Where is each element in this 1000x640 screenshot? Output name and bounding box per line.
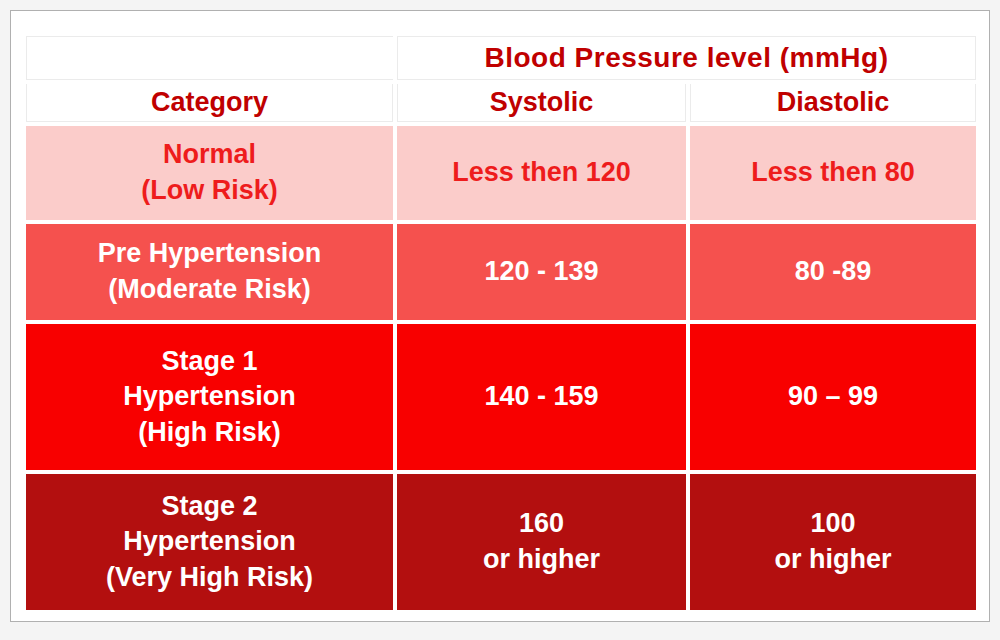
blood-pressure-table: Blood Pressure level (mmHg) Category Sys…	[26, 36, 976, 610]
content-panel: Blood Pressure level (mmHg) Category Sys…	[10, 10, 990, 622]
cell-category-stage1: Stage 1 Hypertension (High Risk)	[26, 324, 393, 470]
cell-systolic-prehypertension: 120 - 139	[397, 224, 686, 320]
cell-systolic-stage1: 140 - 159	[397, 324, 686, 470]
cell-systolic-normal: Less then 120	[397, 126, 686, 220]
table-group-title: Blood Pressure level (mmHg)	[397, 36, 976, 80]
cell-systolic-stage2: 160 or higher	[397, 474, 686, 610]
cell-diastolic-stage1: 90 – 99	[690, 324, 976, 470]
column-header-systolic: Systolic	[397, 84, 686, 122]
column-header-category: Category	[26, 84, 393, 122]
column-header-diastolic: Diastolic	[690, 84, 976, 122]
cell-category-stage2: Stage 2 Hypertension (Very High Risk)	[26, 474, 393, 610]
cell-diastolic-normal: Less then 80	[690, 126, 976, 220]
cell-category-normal: Normal (Low Risk)	[26, 126, 393, 220]
header-spacer-cell	[26, 36, 393, 80]
cell-diastolic-prehypertension: 80 -89	[690, 224, 976, 320]
cell-category-prehypertension: Pre Hypertension (Moderate Risk)	[26, 224, 393, 320]
cell-diastolic-stage2: 100 or higher	[690, 474, 976, 610]
